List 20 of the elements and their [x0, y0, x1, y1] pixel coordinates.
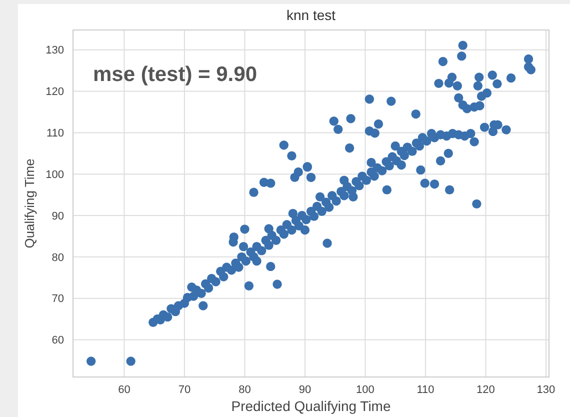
y-tick-label: 70 [52, 293, 64, 306]
chart-title: knn test [286, 7, 336, 23]
x-tick-label: 90 [298, 384, 312, 396]
y-tick-label: 90 [52, 210, 64, 222]
x-tick-label: 130 [536, 384, 556, 396]
y-tick-label: 80 [52, 252, 64, 264]
annotation: mse (test) = 9.90 [93, 63, 258, 86]
x-tick-label: 80 [238, 384, 251, 396]
x-tick-label: 70 [178, 384, 191, 396]
x-tick-label: 120 [476, 384, 495, 396]
x-tick-label: 110 [416, 384, 434, 396]
y-tick-label: 60 [52, 334, 64, 347]
x-tick-label: 60 [118, 384, 130, 396]
x-axis-title: Predicted Qualifying Time [231, 398, 391, 414]
y-axis-title: Qualifying Time [22, 158, 37, 248]
y-tick-label: 130 [46, 44, 64, 57]
x-tick-label: 100 [356, 384, 374, 396]
y-tick-label: 120 [46, 86, 64, 98]
y-tick-label: 100 [46, 168, 64, 181]
y-tick-label: 110 [46, 128, 64, 140]
